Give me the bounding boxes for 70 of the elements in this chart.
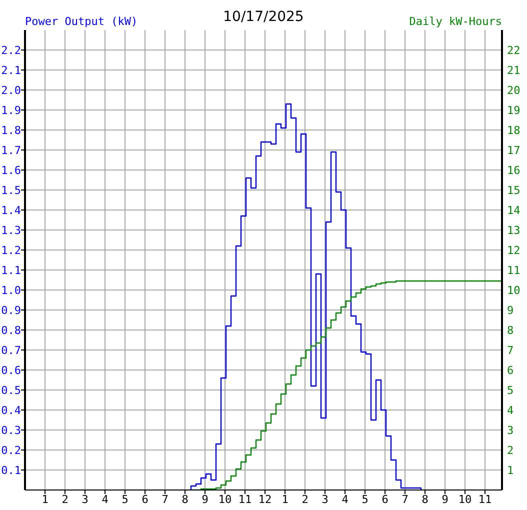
y-tick-label: 2.0 bbox=[1, 84, 21, 97]
y-tick-label: 0.1 bbox=[1, 464, 21, 477]
y-tick-label: 0.9 bbox=[1, 304, 21, 317]
y-tick-label: 1.6 bbox=[1, 164, 21, 177]
y-axis-title: Power Output (kW) bbox=[25, 15, 138, 28]
x-tick-label: 12 bbox=[258, 492, 272, 506]
y-tick-label: 0.4 bbox=[1, 404, 22, 417]
y2-tick-label: 18 bbox=[507, 124, 520, 137]
y2-axis-title: Daily kW-Hours bbox=[409, 15, 502, 28]
x-tick-label: 4 bbox=[342, 492, 349, 506]
x-tick-label: 8 bbox=[422, 492, 428, 506]
x-tick-label: 6 bbox=[142, 492, 148, 506]
y2-tick-label: 20 bbox=[507, 84, 520, 97]
x-tick-label: 6 bbox=[382, 492, 388, 506]
y-tick-label: 1.5 bbox=[1, 184, 21, 197]
y-tick-label: 1.0 bbox=[1, 284, 21, 297]
y2-tick-label: 3 bbox=[507, 424, 514, 437]
y-tick-label: 0.5 bbox=[1, 384, 21, 397]
y-tick-label: 1.8 bbox=[1, 124, 21, 137]
y-tick-label: 1.2 bbox=[1, 244, 21, 257]
y2-tick-label: 13 bbox=[507, 224, 520, 237]
x-tick-label: 9 bbox=[442, 492, 448, 506]
x-tick-label: 7 bbox=[162, 492, 168, 506]
y-tick-label: 0.2 bbox=[1, 444, 21, 457]
y2-tick-label: 9 bbox=[507, 304, 514, 317]
y2-tick-label: 22 bbox=[507, 44, 520, 57]
y-tick-label: 2.2 bbox=[1, 44, 21, 57]
y2-tick-label: 8 bbox=[507, 324, 514, 337]
x-tick-label: 11 bbox=[238, 492, 252, 506]
chart-title: 10/17/2025 bbox=[223, 9, 304, 25]
y2-tick-label: 4 bbox=[507, 404, 514, 417]
y2-tick-label: 1 bbox=[507, 464, 514, 477]
x-tick-label: 7 bbox=[402, 492, 408, 506]
y-tick-label: 2.1 bbox=[1, 64, 21, 77]
y-tick-label: 1.3 bbox=[1, 224, 21, 237]
y2-tick-label: 7 bbox=[507, 344, 514, 357]
y2-tick-label: 2 bbox=[507, 444, 514, 457]
x-tick-label: 10 bbox=[218, 492, 232, 506]
y-tick-label: 0.6 bbox=[1, 364, 21, 377]
x-tick-label: 2 bbox=[302, 492, 308, 506]
x-tick-label: 4 bbox=[102, 492, 109, 506]
x-tick-label: 1 bbox=[42, 492, 48, 506]
x-tick-label: 11 bbox=[478, 492, 492, 506]
x-tick-label: 5 bbox=[122, 492, 128, 506]
x-tick-label: 3 bbox=[322, 492, 328, 506]
y-tick-label: 1.9 bbox=[1, 104, 21, 117]
y-tick-label: 0.3 bbox=[1, 424, 21, 437]
x-tick-label: 3 bbox=[82, 492, 88, 506]
y2-tick-label: 11 bbox=[507, 264, 520, 277]
x-tick-label: 1 bbox=[282, 492, 288, 506]
x-tick-label: 10 bbox=[458, 492, 472, 506]
y-tick-label: 1.4 bbox=[1, 204, 22, 217]
x-tick-label: 9 bbox=[202, 492, 208, 506]
y2-tick-label: 15 bbox=[507, 184, 520, 197]
y2-tick-label: 6 bbox=[507, 364, 514, 377]
y2-tick-label: 16 bbox=[507, 164, 520, 177]
y-tick-label: 1.7 bbox=[1, 144, 21, 157]
x-tick-label: 2 bbox=[62, 492, 68, 506]
y2-tick-label: 17 bbox=[507, 144, 520, 157]
y2-tick-label: 12 bbox=[507, 244, 520, 257]
y2-tick-label: 21 bbox=[507, 64, 520, 77]
y-tick-label: 0.7 bbox=[1, 344, 21, 357]
y2-tick-label: 5 bbox=[507, 384, 514, 397]
y-tick-label: 1.1 bbox=[1, 264, 21, 277]
x-tick-label: 8 bbox=[182, 492, 188, 506]
x-tick-label: 5 bbox=[362, 492, 368, 506]
y-tick-label: 0.8 bbox=[1, 324, 21, 337]
y2-tick-label: 14 bbox=[507, 204, 521, 217]
y2-tick-label: 10 bbox=[507, 284, 520, 297]
y2-tick-label: 19 bbox=[507, 104, 520, 117]
